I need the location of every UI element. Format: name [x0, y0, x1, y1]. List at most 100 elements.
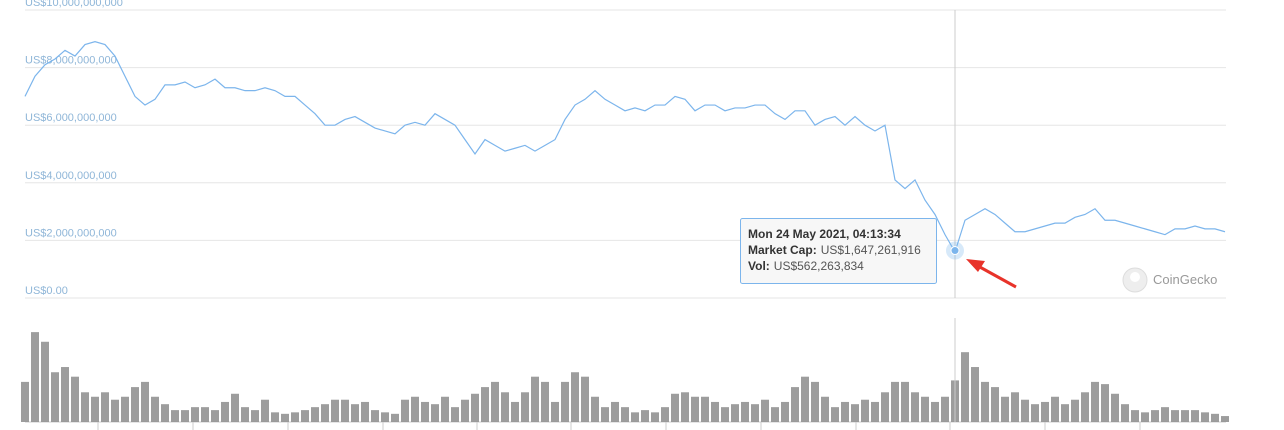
volume-bar [471, 393, 479, 422]
volume-bar [551, 401, 559, 422]
volume-bar [141, 381, 149, 422]
volume-bar [991, 387, 999, 422]
volume-bar [111, 399, 119, 422]
watermark: CoinGecko [1122, 267, 1217, 293]
volume-bar [491, 381, 499, 422]
volume-bar [1221, 416, 1229, 422]
volume-bar [801, 376, 809, 422]
volume-bar [211, 410, 219, 422]
y-tick-label: US$8,000,000,000 [25, 55, 117, 67]
volume-bar [101, 392, 109, 422]
volume-bar [201, 407, 209, 422]
volume-bar [921, 396, 929, 422]
tooltip-box [740, 218, 937, 284]
volume-bar [1051, 396, 1059, 422]
volume-bar [241, 407, 249, 422]
volume-bar [301, 410, 309, 422]
volume-bar [41, 341, 49, 422]
volume-bar [91, 396, 99, 422]
volume-bar [221, 401, 229, 422]
y-tick-label: US$4,000,000,000 [25, 170, 117, 182]
volume-bar [311, 407, 319, 422]
volume-bar [961, 352, 969, 422]
volume-bar [611, 401, 619, 422]
volume-bar [1181, 410, 1189, 422]
volume-bar [641, 410, 649, 422]
volume-bar [1211, 413, 1219, 422]
volume-bar [51, 372, 59, 422]
volume-bar [191, 407, 199, 422]
volume-bar [681, 392, 689, 422]
tooltip-title: Mon 24 May 2021, 04:13:34 [748, 227, 901, 241]
volume-bar [771, 407, 779, 422]
volume-bar [1191, 410, 1199, 422]
y-tick-label: US$2,000,000,000 [25, 227, 117, 239]
volume-bar [181, 410, 189, 422]
volume-bar [581, 376, 589, 422]
volume-bar [1111, 393, 1119, 422]
volume-bar [61, 367, 69, 422]
volume-bar [511, 401, 519, 422]
volume-bar [881, 392, 889, 422]
volume-bar [381, 412, 389, 422]
volume-bar [691, 396, 699, 422]
volume-bar [821, 396, 829, 422]
volume-bar [1041, 401, 1049, 422]
volume-bar [981, 381, 989, 422]
volume-bar [631, 412, 639, 422]
hover-point [950, 246, 960, 256]
volume-bar [721, 407, 729, 422]
volume-bar [371, 410, 379, 422]
volume-bar [441, 396, 449, 422]
volume-bar [1081, 392, 1089, 422]
volume-bar [1151, 410, 1159, 422]
volume-bar [831, 407, 839, 422]
volume-bar [31, 332, 39, 422]
volume-bar [1071, 399, 1079, 422]
volume-bar [891, 381, 899, 422]
volume-bar [461, 399, 469, 422]
volume-bar [71, 376, 79, 422]
volume-bar [341, 399, 349, 422]
volume-bar [391, 413, 399, 422]
volume-bar [431, 404, 439, 422]
volume-bar [671, 393, 679, 422]
volume-bar [661, 407, 669, 422]
volume-bar [351, 404, 359, 422]
volume-bar [531, 376, 539, 422]
annotation-arrow [977, 264, 1017, 289]
volume-bar [791, 387, 799, 422]
volume-bar [481, 387, 489, 422]
volume-bar [811, 381, 819, 422]
volume-bar [1141, 412, 1149, 422]
volume-bar [161, 404, 169, 422]
tooltip-label: Vol: [748, 259, 770, 273]
volume-bar [591, 396, 599, 422]
tooltip-row: Market Cap: US$1,647,261,916 [748, 243, 921, 257]
volume-bar [751, 404, 759, 422]
volume-bar [871, 401, 879, 422]
volume-bar [501, 392, 509, 422]
volume-bar [1011, 392, 1019, 422]
volume-bar [271, 412, 279, 422]
volume-bar [421, 401, 429, 422]
volume-bar [701, 396, 709, 422]
volume-bars [21, 332, 1229, 422]
volume-bar [601, 407, 609, 422]
volume-bar [411, 396, 419, 422]
volume-bar [1091, 381, 1099, 422]
volume-bar [521, 392, 529, 422]
tooltip-row: Vol: US$562,263,834 [748, 259, 864, 273]
volume-bar [251, 410, 259, 422]
volume-bar [971, 367, 979, 422]
volume-bar [731, 404, 739, 422]
volume-bar [331, 399, 339, 422]
volume-bar [1031, 404, 1039, 422]
volume-bar [321, 404, 329, 422]
y-tick-label: US$10,000,000,000 [25, 0, 123, 9]
volume-bar [1161, 407, 1169, 422]
volume-bar [781, 401, 789, 422]
volume-bar [741, 401, 749, 422]
volume-bar [541, 381, 549, 422]
